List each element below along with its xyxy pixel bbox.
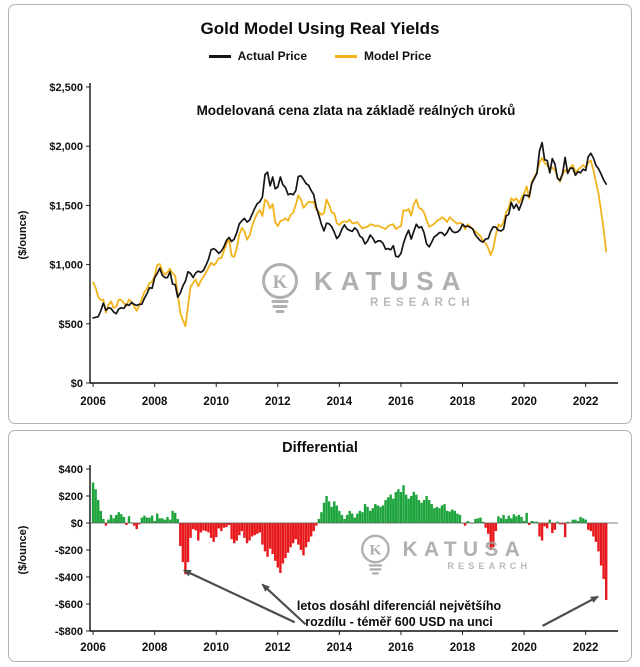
svg-text:-$600: -$600 xyxy=(55,599,83,611)
annotation-line-1: letos dosáhl diferenciál největšího xyxy=(296,599,502,613)
svg-text:-$400: -$400 xyxy=(55,572,83,584)
czech-annotation: Modelovaná cena zlata na základě reálnýc… xyxy=(196,103,516,118)
actual-price-line-swatch xyxy=(208,54,231,58)
svg-text:-$200: -$200 xyxy=(55,545,83,557)
svg-text:$0: $0 xyxy=(71,378,83,390)
svg-text:($/ounce): ($/ounce) xyxy=(17,525,29,574)
katusa-monogram: K xyxy=(273,272,288,293)
svg-text:2018: 2018 xyxy=(450,396,476,408)
katusa-sub-text: RESEARCH xyxy=(370,297,475,310)
katusa-monogram: K xyxy=(369,542,381,559)
svg-text:$500: $500 xyxy=(59,319,83,331)
annotation-line-2: rozdílu - téměř 600 USD na unci xyxy=(305,614,493,629)
svg-text:($/ounce): ($/ounce) xyxy=(17,210,29,259)
svg-text:$200: $200 xyxy=(59,491,83,503)
differential-bar-chart: $400 $200 $0 -$200 -$400 -$600 -$800 2006 2008 20… xyxy=(17,464,618,654)
katusa-watermark-bottom: K KATUSA RESEARCH xyxy=(357,533,531,578)
svg-text:2006: 2006 xyxy=(80,642,106,654)
svg-text:2012: 2012 xyxy=(265,642,291,654)
top-chart-title: Gold Model Using Real Yields xyxy=(200,19,440,38)
svg-text:2014: 2014 xyxy=(327,396,353,408)
legend-label-actual: Actual Price xyxy=(237,49,307,63)
svg-text:2020: 2020 xyxy=(511,642,537,654)
katusa-wordmark: KATUSA RESEARCH xyxy=(403,539,531,572)
katusa-lightbulb-icon: K xyxy=(262,263,298,313)
svg-text:2012: 2012 xyxy=(265,396,291,408)
svg-text:$1,500: $1,500 xyxy=(49,200,83,212)
svg-text:$2,500: $2,500 xyxy=(49,82,83,94)
svg-text:2008: 2008 xyxy=(142,396,168,408)
svg-text:$0: $0 xyxy=(71,518,83,530)
svg-text:2016: 2016 xyxy=(388,642,414,654)
svg-text:2008: 2008 xyxy=(142,642,168,654)
model-price-line-swatch xyxy=(335,54,357,58)
gold-model-chart-panel: Gold Model Using Real Yields Actual Pric… xyxy=(8,4,632,424)
katusa-sub-text: RESEARCH xyxy=(447,562,532,572)
svg-text:2014: 2014 xyxy=(327,642,353,654)
svg-text:2006: 2006 xyxy=(80,396,106,408)
gold-price-line-chart: $0 $500 $1,000 $1,500 $2,000 $2,500 2006 2008 20… xyxy=(17,82,618,408)
svg-text:2010: 2010 xyxy=(203,396,229,408)
katusa-brand-text: KATUSA xyxy=(402,537,527,562)
svg-text:2016: 2016 xyxy=(388,396,414,408)
svg-text:2020: 2020 xyxy=(511,396,537,408)
katusa-lightbulb-icon: K xyxy=(361,534,390,575)
chart-legend: Actual Price Model Price xyxy=(9,49,631,63)
legend-label-model: Model Price xyxy=(364,49,432,63)
svg-text:$2,000: $2,000 xyxy=(49,141,83,153)
svg-text:2022: 2022 xyxy=(573,642,599,654)
svg-text:2010: 2010 xyxy=(203,642,229,654)
bottom-chart-title: Differential xyxy=(282,440,358,456)
svg-text:2022: 2022 xyxy=(573,396,599,408)
katusa-wordmark: KATUSA RESEARCH xyxy=(314,268,475,310)
svg-text:-$800: -$800 xyxy=(55,626,83,638)
differential-annotation: letos dosáhl diferenciál největšího rozd… xyxy=(214,599,584,630)
legend-item-model-price: Model Price xyxy=(335,49,431,63)
svg-text:$1,000: $1,000 xyxy=(49,260,83,272)
katusa-watermark: K KATUSA RESEARCH xyxy=(257,261,475,317)
svg-text:$400: $400 xyxy=(59,464,83,476)
katusa-brand-text: KATUSA xyxy=(314,266,469,297)
legend-item-actual-price: Actual Price xyxy=(208,49,307,63)
svg-text:2018: 2018 xyxy=(450,642,476,654)
differential-chart-panel: Differential $400 $200 $0 -$200 -$400 -$600 -$… xyxy=(8,430,632,662)
